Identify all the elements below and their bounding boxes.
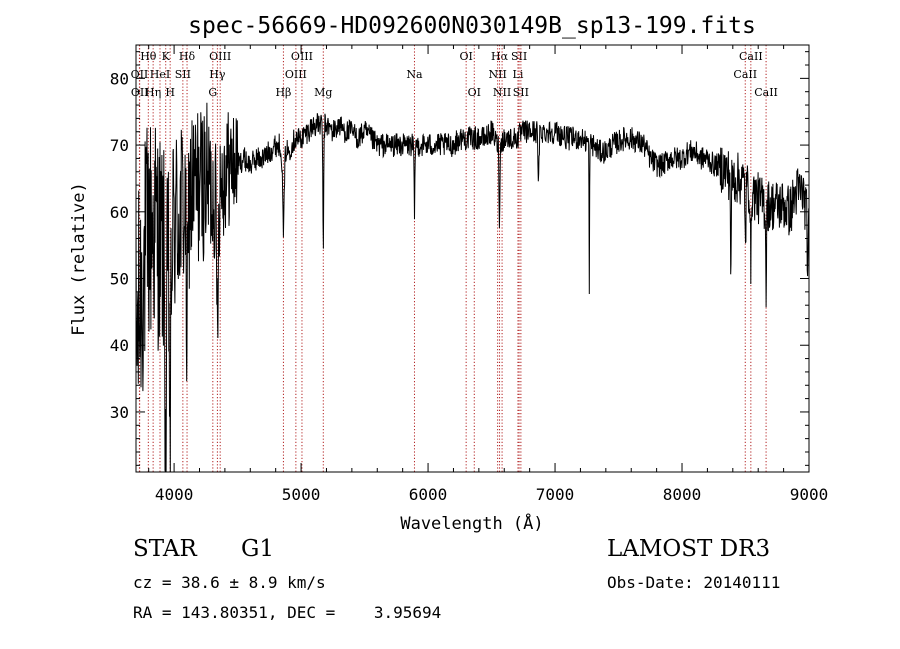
- line-marker-label: HeI: [150, 68, 170, 81]
- y-tick-label: 50: [110, 270, 129, 289]
- redshift-velocity: cz = 38.6 ± 8.9 km/s: [133, 573, 326, 592]
- line-marker-label: K: [162, 50, 171, 63]
- x-tick-label: 5000: [282, 485, 321, 504]
- line-marker-label: Hδ: [179, 50, 196, 63]
- line-marker-label: Mg: [314, 86, 332, 99]
- line-marker-label: CaII: [754, 86, 778, 99]
- line-marker-label: CaII: [739, 50, 763, 63]
- line-marker-label: Hγ: [209, 68, 226, 81]
- line-marker-label: H: [165, 86, 175, 99]
- axes: 4000 5000 6000 7000 8000 9000 30 40 50 60 70 80: [110, 45, 829, 504]
- line-marker-label: OIII: [209, 50, 231, 63]
- line-marker-label: G: [208, 86, 217, 99]
- line-marker-label: OIII: [285, 68, 307, 81]
- chart-title: spec-56669-HD092600N030149B_sp13-199.fit…: [188, 13, 756, 39]
- line-marker-label: Hα: [491, 50, 509, 63]
- line-marker-label: OI: [468, 86, 481, 99]
- y-axis-label: Flux (relative): [69, 182, 89, 336]
- y-tick-label: 40: [110, 336, 129, 355]
- line-marker-label: Hη: [145, 86, 161, 99]
- line-marker-label: SII: [513, 86, 529, 99]
- line-marker-label: NII: [488, 68, 506, 81]
- plot-frame: [135, 44, 810, 473]
- line-marker-label: SII: [511, 50, 527, 63]
- x-tick-label: 6000: [409, 485, 448, 504]
- x-tick-label: 9000: [790, 485, 829, 504]
- line-marker-label: OII: [131, 86, 149, 99]
- line-marker-label: OI: [459, 50, 472, 63]
- y-tick-label: 70: [110, 136, 129, 155]
- y-tick-label: 60: [110, 203, 129, 222]
- survey-name: LAMOST DR3: [607, 536, 771, 562]
- x-tick-label: 8000: [663, 485, 702, 504]
- line-marker-label: SII: [175, 68, 191, 81]
- spectrum-series: [135, 102, 810, 473]
- sky-coordinates: RA = 143.80351, DEC = 3.95694: [133, 603, 442, 622]
- line-marker-label: Hβ: [275, 86, 291, 99]
- x-axis-label: Wavelength (Å): [400, 512, 543, 534]
- y-tick-label: 80: [110, 69, 129, 88]
- x-tick-label: 7000: [536, 485, 575, 504]
- line-marker-label: CaII: [733, 68, 757, 81]
- object-subclass: G1: [241, 536, 275, 562]
- spectrum-line: [135, 102, 810, 473]
- line-marker-label: Hθ: [140, 50, 157, 63]
- object-type: STAR: [133, 536, 197, 562]
- line-marker-label: Li: [513, 68, 524, 81]
- y-tick-label: 30: [110, 403, 129, 422]
- observation-date: Obs-Date: 20140111: [607, 573, 781, 592]
- line-marker-label: OIII: [291, 50, 313, 63]
- line-marker-label: Na: [406, 68, 423, 81]
- x-tick-label: 4000: [155, 485, 194, 504]
- line-marker-label: NII: [493, 86, 511, 99]
